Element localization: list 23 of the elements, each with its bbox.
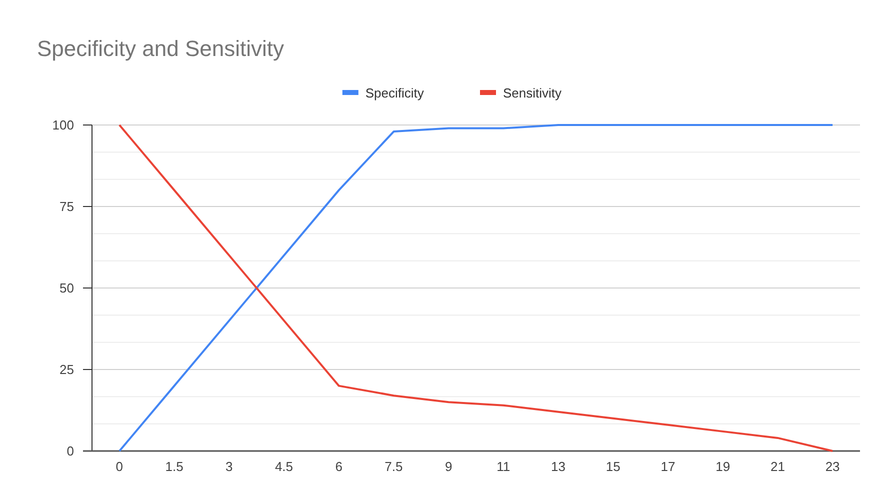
x-tick-label: 17 xyxy=(660,459,676,474)
legend-label: Sensitivity xyxy=(503,86,562,101)
x-tick-label: 4.5 xyxy=(274,459,294,474)
x-tick-label: 13 xyxy=(551,459,566,474)
x-tick-label: 6 xyxy=(335,459,342,474)
x-tick-label: 7.5 xyxy=(384,459,403,474)
x-tick-label: 3 xyxy=(226,459,233,474)
chart-title: Specificity and Sensitivity xyxy=(37,36,284,61)
y-tick-label: 25 xyxy=(60,362,74,378)
x-tick-label: 1.5 xyxy=(165,459,184,474)
y-tick-label: 0 xyxy=(66,444,74,459)
line-series xyxy=(118,124,834,452)
x-tick-label: 9 xyxy=(444,459,452,474)
y-tick-label: 100 xyxy=(52,118,74,133)
x-tick-label: 0 xyxy=(116,459,124,474)
legend-label: Specificity xyxy=(365,86,424,101)
x-tick-label: 15 xyxy=(606,459,620,474)
x-tick-label: 21 xyxy=(770,459,785,474)
y-tick-label: 50 xyxy=(60,280,74,296)
x-tick-label: 23 xyxy=(825,459,840,474)
x-tick-label: 11 xyxy=(496,459,510,474)
y-tick-label: 75 xyxy=(60,199,74,214)
x-tick-label: 19 xyxy=(716,459,730,474)
